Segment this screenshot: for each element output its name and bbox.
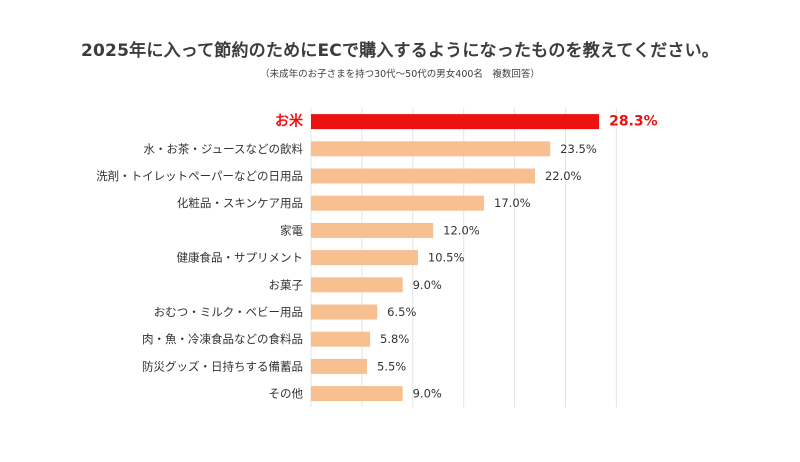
value-label: 22.0% — [545, 169, 582, 183]
value-label: 23.5% — [560, 142, 597, 156]
category-label: おむつ・ミルク・ベビー用品 — [154, 305, 303, 319]
value-label: 17.0% — [494, 196, 531, 210]
category-label: お菓子 — [269, 278, 304, 292]
value-label: 9.0% — [413, 278, 442, 292]
category-label: お米 — [275, 113, 304, 130]
chart-title: 2025年に入って節約のためにECで購入するようになったものを教えてください。 — [81, 41, 719, 61]
category-label: 化粧品・スキンケア用品 — [177, 196, 303, 210]
bar — [311, 195, 485, 211]
bar — [311, 277, 403, 293]
chart-subtitle: （未成年のお子さまを持つ30代〜50代の男女400名 複数回答） — [260, 69, 540, 80]
bar — [311, 386, 403, 402]
bar — [311, 168, 535, 184]
bar — [311, 250, 418, 266]
category-label: その他 — [269, 387, 304, 401]
bar — [311, 304, 378, 320]
bar — [311, 141, 551, 157]
category-label: 水・お茶・ジュースなどの飲料 — [143, 142, 303, 156]
category-label: 防災グッズ・日持ちする備蓄品 — [142, 359, 303, 373]
bar — [311, 114, 600, 130]
bars-group — [311, 114, 600, 402]
bar — [311, 358, 367, 374]
category-label: 洗剤・トイレットペーパーなどの日用品 — [96, 169, 303, 183]
value-labels: 28.3% 23.5% 22.0% 17.0% 12.0% 10.5% 9.0% 6.5% 5.… — [377, 114, 658, 401]
value-label: 5.5% — [377, 359, 406, 373]
bar — [311, 222, 434, 238]
bar — [311, 331, 371, 347]
category-labels: お米水・お茶・ジュースなどの飲料洗剤・トイレットペーパーなどの日用品化粧品・スキ… — [96, 113, 304, 401]
value-label: 28.3% — [609, 114, 658, 130]
value-label: 12.0% — [443, 223, 480, 237]
value-label: 9.0% — [413, 387, 442, 401]
category-label: 家電 — [280, 223, 303, 237]
value-label: 6.5% — [387, 305, 416, 319]
value-label: 10.5% — [428, 251, 465, 265]
value-label: 5.8% — [380, 332, 409, 346]
category-label: 肉・魚・冷凍食品などの食料品 — [142, 332, 303, 346]
category-label: 健康食品・サプリメント — [177, 251, 304, 265]
